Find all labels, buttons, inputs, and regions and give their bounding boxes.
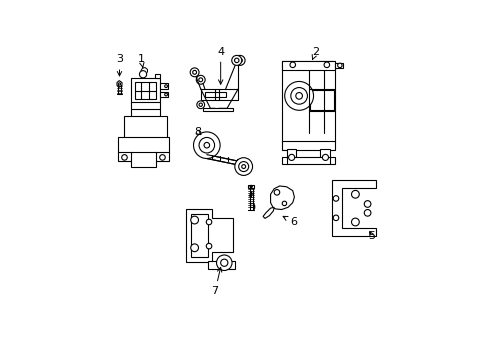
Text: 1: 1 (137, 54, 144, 67)
Polygon shape (281, 61, 334, 141)
Circle shape (364, 201, 370, 207)
Polygon shape (160, 84, 168, 89)
Circle shape (164, 93, 167, 96)
Circle shape (235, 55, 244, 66)
Polygon shape (131, 78, 160, 103)
Circle shape (216, 255, 232, 270)
Circle shape (190, 68, 199, 77)
Circle shape (237, 58, 242, 63)
Circle shape (337, 63, 342, 68)
Circle shape (122, 155, 127, 160)
Polygon shape (332, 180, 375, 236)
Polygon shape (204, 92, 225, 97)
Circle shape (196, 75, 205, 84)
Polygon shape (191, 214, 207, 257)
Polygon shape (248, 185, 253, 188)
Polygon shape (320, 149, 330, 162)
Polygon shape (286, 149, 296, 162)
Text: 2: 2 (311, 46, 319, 60)
Polygon shape (131, 152, 156, 167)
Circle shape (197, 101, 204, 109)
Polygon shape (200, 89, 238, 100)
Polygon shape (117, 81, 122, 87)
Polygon shape (155, 152, 168, 161)
Circle shape (231, 55, 241, 66)
Circle shape (322, 154, 328, 161)
Circle shape (290, 87, 307, 104)
Circle shape (274, 190, 279, 195)
Polygon shape (207, 261, 234, 269)
Circle shape (203, 143, 209, 148)
Polygon shape (118, 138, 168, 153)
Circle shape (198, 78, 202, 82)
Polygon shape (118, 152, 132, 161)
Polygon shape (263, 207, 274, 219)
Circle shape (332, 215, 338, 221)
Text: 8: 8 (194, 127, 201, 138)
Polygon shape (270, 186, 294, 210)
Polygon shape (135, 82, 156, 99)
Circle shape (351, 190, 359, 198)
Circle shape (324, 62, 329, 68)
Circle shape (241, 165, 245, 168)
Circle shape (193, 132, 220, 158)
Circle shape (234, 58, 239, 63)
Circle shape (206, 243, 211, 249)
Polygon shape (186, 209, 232, 262)
Polygon shape (309, 90, 333, 110)
Circle shape (164, 85, 167, 87)
Circle shape (220, 259, 227, 266)
Circle shape (288, 154, 294, 161)
Polygon shape (206, 155, 241, 166)
Polygon shape (131, 102, 160, 117)
Circle shape (351, 218, 359, 226)
Circle shape (190, 244, 198, 252)
Polygon shape (160, 92, 168, 97)
Circle shape (139, 71, 146, 78)
Circle shape (199, 138, 214, 153)
Polygon shape (155, 74, 160, 78)
Circle shape (199, 103, 202, 107)
Text: 3: 3 (116, 54, 123, 76)
Polygon shape (281, 141, 334, 150)
Polygon shape (123, 116, 166, 138)
Text: 5: 5 (368, 231, 375, 241)
Circle shape (282, 201, 286, 206)
Polygon shape (281, 61, 334, 69)
Text: 7: 7 (211, 267, 222, 296)
Circle shape (332, 195, 338, 201)
Circle shape (190, 216, 198, 224)
Circle shape (284, 81, 313, 110)
Polygon shape (334, 63, 343, 68)
Circle shape (234, 158, 252, 175)
Polygon shape (281, 157, 334, 164)
Text: 9: 9 (248, 192, 255, 213)
Circle shape (249, 185, 252, 188)
Circle shape (160, 155, 165, 160)
Circle shape (206, 219, 211, 225)
Circle shape (364, 210, 370, 216)
Circle shape (289, 62, 295, 68)
Text: 6: 6 (283, 216, 297, 227)
Circle shape (192, 70, 196, 74)
Polygon shape (203, 108, 232, 111)
Circle shape (238, 162, 248, 172)
Circle shape (295, 93, 302, 99)
Text: 4: 4 (217, 46, 224, 84)
Circle shape (118, 83, 121, 85)
